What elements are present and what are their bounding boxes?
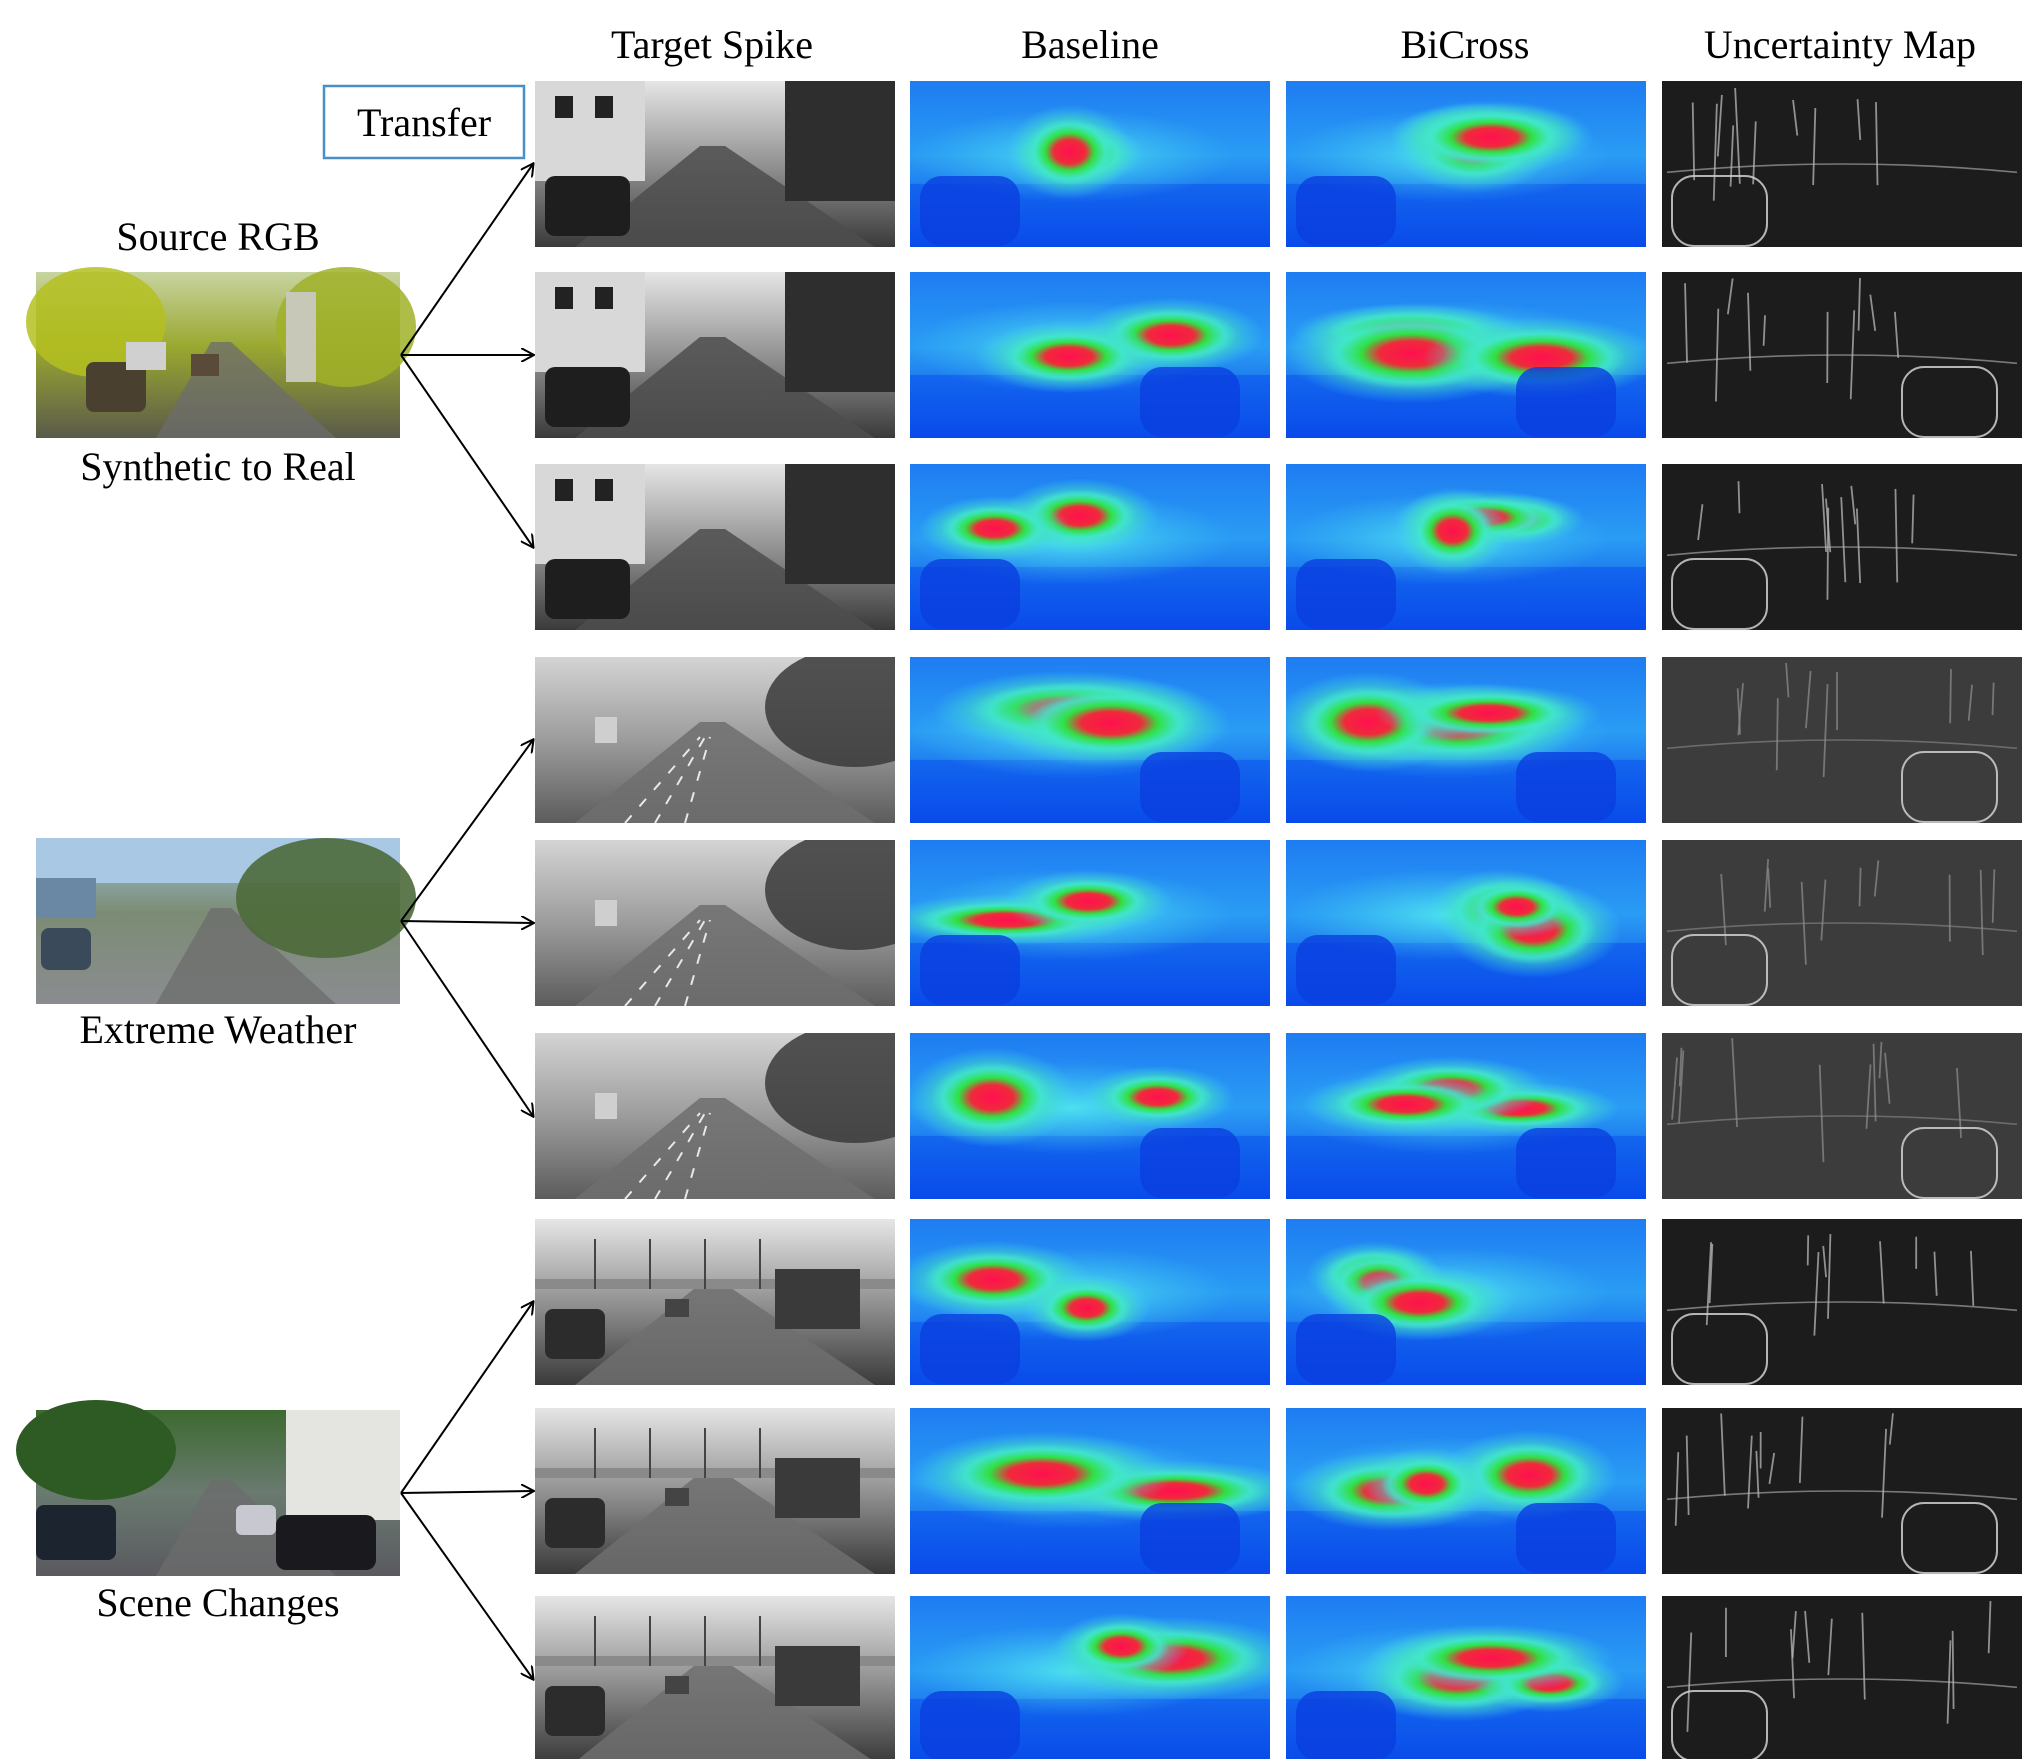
uncertainty-map-cell [1662, 1219, 2022, 1385]
baseline-cell [910, 1596, 1270, 1759]
baseline-cell [910, 1219, 1270, 1385]
transfer-arrow [400, 354, 533, 547]
baseline-cell [910, 464, 1270, 630]
column-header-3: Uncertainty Map [1704, 22, 1976, 67]
target-spike-cell [535, 840, 895, 1006]
target-spike-cell [535, 81, 895, 247]
column-header-0: Target Spike [611, 22, 813, 67]
bicross-cell [1286, 657, 1646, 823]
transfer-arrow [400, 164, 533, 356]
uncertainty-map-cell [1662, 657, 2022, 823]
baseline-cell [910, 1408, 1270, 1574]
bicross-cell [1286, 272, 1646, 438]
uncertainty-map-cell [1662, 272, 2022, 438]
uncertainty-map-cell [1662, 1408, 2022, 1574]
source-rgb-label: Source RGB [116, 214, 319, 259]
target-spike-cell [535, 272, 895, 438]
transfer-box-border [322, 84, 526, 160]
bicross-cell [1286, 1596, 1646, 1759]
target-spike-cell [535, 464, 895, 630]
bicross-cell [1286, 81, 1646, 247]
target-spike-cell [535, 1408, 895, 1574]
source-image-scene [16, 1400, 400, 1576]
target-spike-cell [535, 657, 895, 823]
uncertainty-map-cell [1662, 81, 2022, 247]
source-image-weather [36, 838, 416, 1004]
baseline-cell [910, 840, 1270, 1006]
uncertainty-map-cell [1662, 1033, 2022, 1199]
transfer-box: Transfer [322, 84, 526, 160]
bicross-cell [1286, 840, 1646, 1006]
target-spike-cell [535, 1596, 895, 1759]
baseline-cell [910, 81, 1270, 247]
column-header-2: BiCross [1401, 22, 1530, 67]
group-label-1: Extreme Weather [79, 1007, 356, 1052]
transfer-arrow [400, 740, 533, 922]
transfer-arrow [400, 920, 533, 1116]
uncertainty-map-cell [1662, 840, 2022, 1006]
uncertainty-map-cell [1662, 464, 2022, 630]
bicross-cell [1286, 464, 1646, 630]
group-label-0: Synthetic to Real [80, 444, 356, 489]
group-label-2: Scene Changes [96, 1580, 339, 1625]
source-image-synthetic [26, 267, 416, 438]
transfer-arrow [400, 921, 533, 923]
baseline-cell [910, 272, 1270, 438]
target-spike-cell [535, 1033, 895, 1199]
uncertainty-map-cell [1662, 1596, 2022, 1759]
transfer-arrow [400, 1491, 533, 1493]
baseline-cell [910, 657, 1270, 823]
transfer-label: Transfer [357, 100, 491, 145]
bicross-cell [1286, 1219, 1646, 1385]
column-header-1: Baseline [1021, 22, 1159, 67]
baseline-cell [910, 1033, 1270, 1199]
bicross-cell [1286, 1033, 1646, 1199]
target-spike-cell [535, 1219, 895, 1385]
transfer-arrow [400, 1492, 533, 1679]
transfer-arrow [400, 1302, 533, 1494]
bicross-cell [1286, 1408, 1646, 1574]
